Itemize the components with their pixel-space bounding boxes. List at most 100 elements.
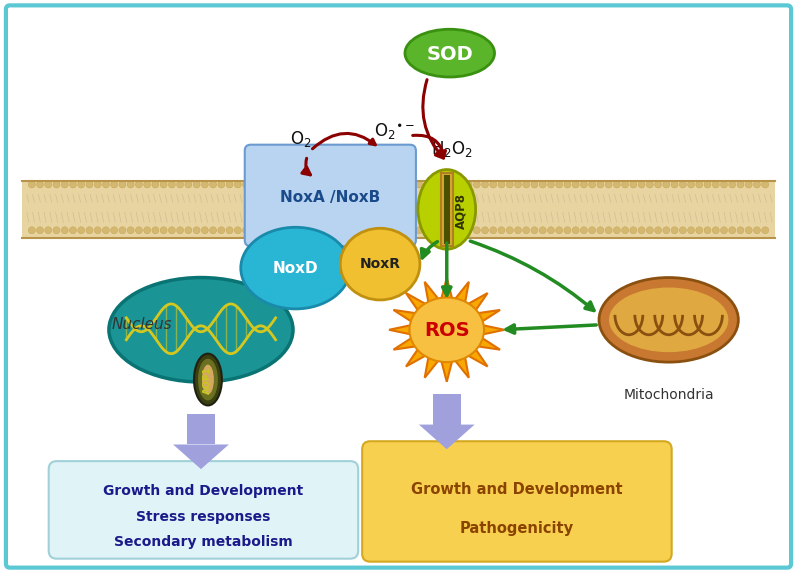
Ellipse shape xyxy=(399,227,406,234)
Bar xyxy=(441,172,453,246)
Ellipse shape xyxy=(605,181,612,188)
Ellipse shape xyxy=(515,227,521,234)
Ellipse shape xyxy=(308,181,316,188)
Ellipse shape xyxy=(688,181,694,188)
Ellipse shape xyxy=(523,227,530,234)
Ellipse shape xyxy=(111,227,118,234)
Ellipse shape xyxy=(745,181,752,188)
Ellipse shape xyxy=(61,181,69,188)
Text: AQP8: AQP8 xyxy=(454,193,467,229)
Ellipse shape xyxy=(572,181,579,188)
Ellipse shape xyxy=(267,227,274,234)
Ellipse shape xyxy=(540,181,546,188)
Ellipse shape xyxy=(540,227,546,234)
Ellipse shape xyxy=(69,227,77,234)
Ellipse shape xyxy=(259,227,266,234)
Bar xyxy=(433,394,461,425)
Ellipse shape xyxy=(152,181,159,188)
Ellipse shape xyxy=(440,181,447,188)
Ellipse shape xyxy=(589,181,595,188)
Text: AQP1: AQP1 xyxy=(203,367,213,394)
Ellipse shape xyxy=(622,181,629,188)
Ellipse shape xyxy=(177,181,183,188)
Ellipse shape xyxy=(358,181,365,188)
Ellipse shape xyxy=(325,227,332,234)
Ellipse shape xyxy=(210,227,217,234)
Ellipse shape xyxy=(473,227,481,234)
Ellipse shape xyxy=(564,181,571,188)
Ellipse shape xyxy=(383,227,390,234)
Ellipse shape xyxy=(160,181,167,188)
Ellipse shape xyxy=(383,181,390,188)
Ellipse shape xyxy=(111,181,118,188)
Ellipse shape xyxy=(424,181,431,188)
Ellipse shape xyxy=(646,181,654,188)
Text: Nucleus: Nucleus xyxy=(112,317,172,332)
Bar xyxy=(444,175,450,244)
Ellipse shape xyxy=(609,288,728,352)
Bar xyxy=(187,414,215,445)
Ellipse shape xyxy=(135,181,143,188)
Polygon shape xyxy=(389,278,505,382)
Ellipse shape xyxy=(86,227,93,234)
Ellipse shape xyxy=(506,181,513,188)
Ellipse shape xyxy=(103,227,109,234)
Ellipse shape xyxy=(226,181,233,188)
Ellipse shape xyxy=(350,227,357,234)
Ellipse shape xyxy=(465,227,472,234)
Bar xyxy=(22,180,775,238)
Ellipse shape xyxy=(61,227,69,234)
Ellipse shape xyxy=(704,227,711,234)
Ellipse shape xyxy=(241,227,350,309)
Ellipse shape xyxy=(128,181,134,188)
Ellipse shape xyxy=(737,181,744,188)
Ellipse shape xyxy=(688,227,694,234)
Ellipse shape xyxy=(340,228,420,300)
Ellipse shape xyxy=(78,181,84,188)
Ellipse shape xyxy=(597,227,604,234)
Ellipse shape xyxy=(69,181,77,188)
Ellipse shape xyxy=(119,227,126,234)
Ellipse shape xyxy=(638,181,645,188)
Ellipse shape xyxy=(405,29,494,77)
Ellipse shape xyxy=(45,181,52,188)
Ellipse shape xyxy=(531,181,538,188)
Ellipse shape xyxy=(78,227,84,234)
Ellipse shape xyxy=(465,181,472,188)
Ellipse shape xyxy=(432,181,439,188)
Text: H$_2$O$_2$: H$_2$O$_2$ xyxy=(430,139,473,159)
Ellipse shape xyxy=(202,227,208,234)
Ellipse shape xyxy=(316,227,324,234)
Ellipse shape xyxy=(198,359,218,401)
Ellipse shape xyxy=(548,227,555,234)
Ellipse shape xyxy=(679,227,686,234)
Ellipse shape xyxy=(143,181,151,188)
Ellipse shape xyxy=(119,181,126,188)
Ellipse shape xyxy=(589,227,595,234)
Ellipse shape xyxy=(316,181,324,188)
Ellipse shape xyxy=(53,227,60,234)
Ellipse shape xyxy=(728,181,736,188)
Ellipse shape xyxy=(424,227,431,234)
Ellipse shape xyxy=(679,181,686,188)
Ellipse shape xyxy=(614,227,620,234)
Ellipse shape xyxy=(333,227,340,234)
Ellipse shape xyxy=(168,181,175,188)
Ellipse shape xyxy=(29,227,35,234)
Ellipse shape xyxy=(29,181,35,188)
Ellipse shape xyxy=(473,181,481,188)
Ellipse shape xyxy=(696,227,703,234)
Ellipse shape xyxy=(630,227,637,234)
Ellipse shape xyxy=(128,227,134,234)
Polygon shape xyxy=(173,445,229,469)
Ellipse shape xyxy=(391,227,398,234)
Ellipse shape xyxy=(572,227,579,234)
Ellipse shape xyxy=(515,181,521,188)
Ellipse shape xyxy=(341,181,348,188)
Ellipse shape xyxy=(415,181,422,188)
Polygon shape xyxy=(419,425,475,449)
Ellipse shape xyxy=(276,227,282,234)
Ellipse shape xyxy=(599,277,738,362)
Ellipse shape xyxy=(375,227,382,234)
Ellipse shape xyxy=(202,181,208,188)
